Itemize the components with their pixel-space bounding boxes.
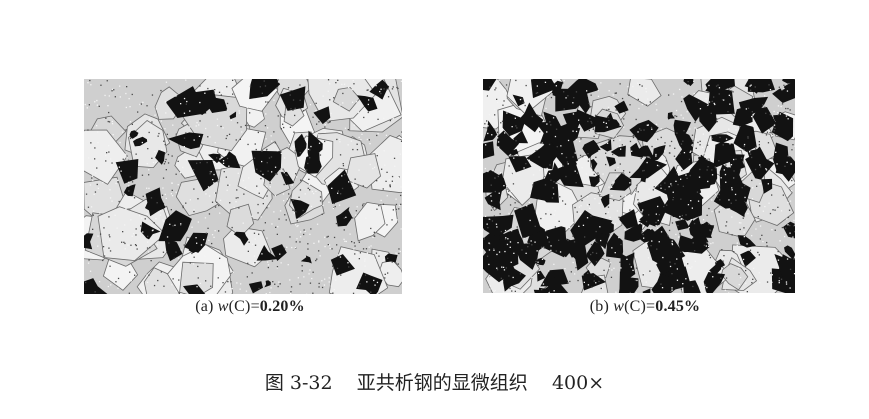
subcaption-a: (a) w(C)=0.20%	[150, 298, 350, 316]
subcaption-b-value: 0.45%	[655, 298, 701, 315]
micrograph-b-image	[483, 79, 795, 293]
subcaption-a-value: 0.20%	[259, 298, 305, 315]
figure-magnification: 400×	[551, 372, 605, 394]
micrograph-a	[84, 79, 402, 294]
subcaption-b-expr: (C)=	[624, 298, 656, 315]
subcaption-b-tag: (b)	[589, 298, 610, 315]
micrograph-b	[483, 79, 795, 293]
subcaption-a-var: w	[217, 298, 229, 315]
micrograph-a-image	[84, 79, 402, 294]
figure-caption: 图 3-32 亚共析钢的显微组织 400×	[0, 368, 869, 395]
figure-number: 图 3-32	[264, 372, 333, 394]
subcaption-b-var: w	[613, 298, 625, 315]
subcaption-b: (b) w(C)=0.45%	[545, 298, 745, 316]
figure-title: 亚共析钢的显微组织	[356, 372, 528, 394]
subcaption-a-expr: (C)=	[228, 298, 260, 315]
subcaption-a-tag: (a)	[195, 298, 214, 315]
